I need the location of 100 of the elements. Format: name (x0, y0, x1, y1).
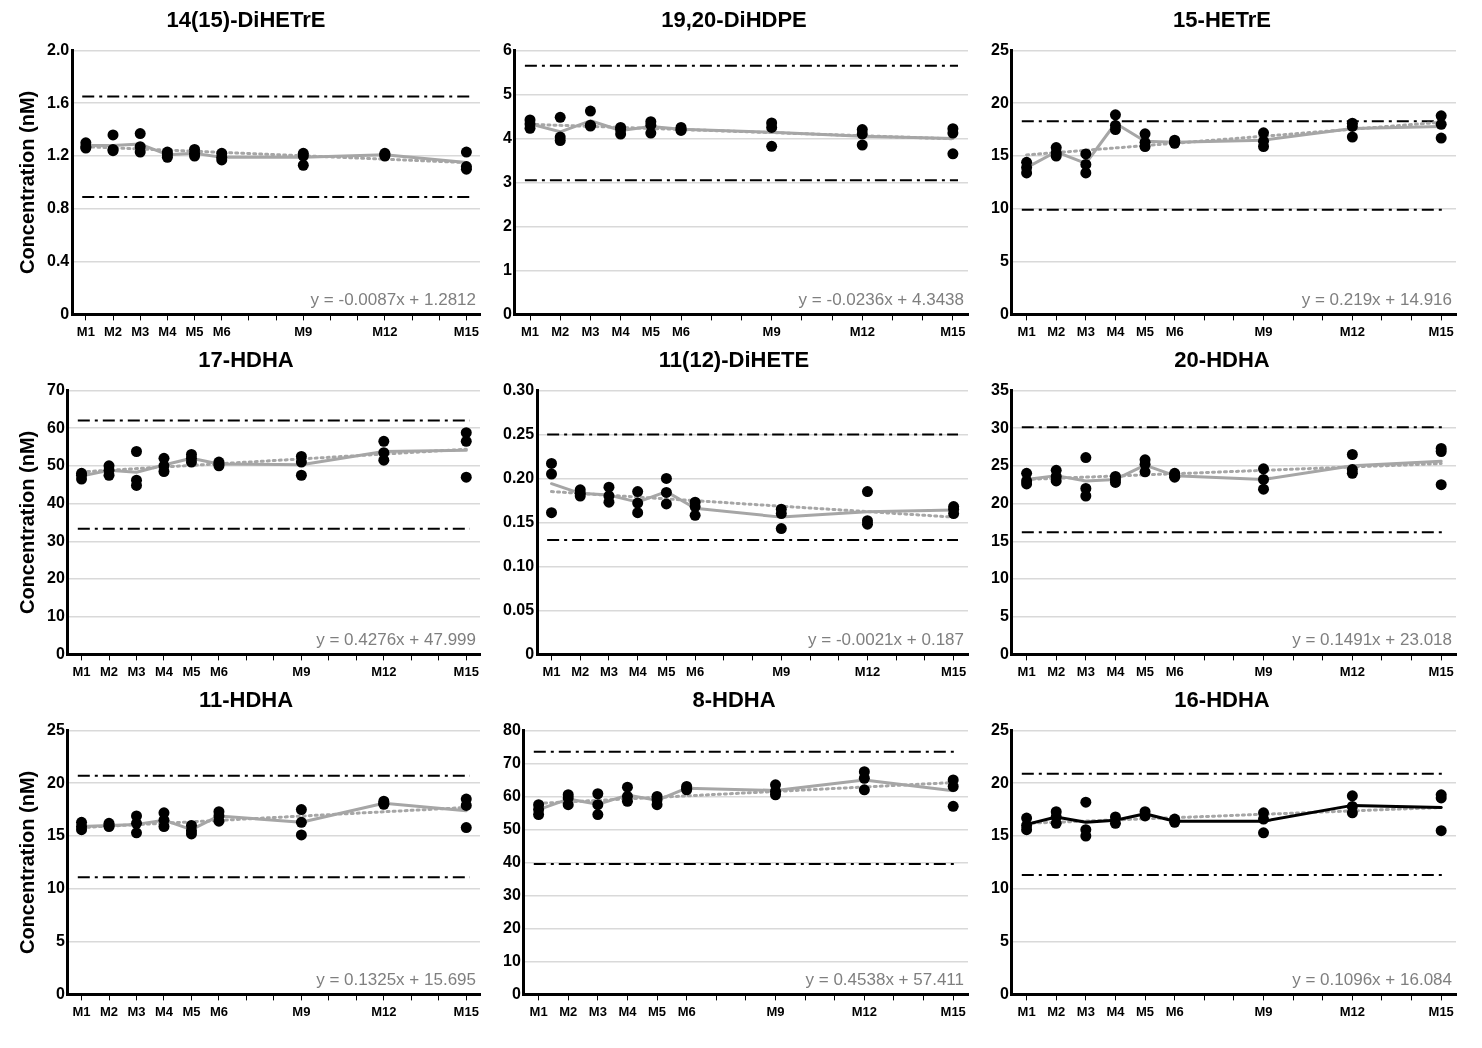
x-tick-label: M3 (131, 323, 150, 339)
x-tick-label: M9 (1254, 663, 1273, 679)
x-tick-label: M15 (1428, 663, 1454, 679)
x-tick-label: M9 (1254, 1003, 1273, 1019)
y-tick-label: 25 (991, 720, 1009, 738)
y-tick-label: 0.4 (46, 252, 70, 270)
y-tick-label: 20 (991, 93, 1009, 111)
x-tick-label: M4 (618, 1003, 638, 1019)
x-tick-label: M3 (127, 663, 146, 679)
x-tick-label: M6 (209, 663, 228, 679)
x-tick-label: M2 (99, 1003, 119, 1019)
x-tick-label: M2 (1047, 1003, 1066, 1019)
x-tick-label: M12 (854, 663, 881, 679)
x-tick-label: M12 (1339, 663, 1365, 679)
x-tick-label: M3 (599, 663, 618, 679)
x-tick-label: M15 (453, 663, 479, 679)
y-tick-label: 1.6 (46, 93, 70, 111)
x-tick-label: M6 (677, 1003, 696, 1019)
annotation: y = 0.219x + 14.916 (1301, 289, 1452, 309)
x-tick-label: M4 (1106, 323, 1126, 339)
x-tick-label: M6 (212, 323, 231, 339)
y-tick-label: 40 (47, 493, 65, 511)
annotation: y = -0.0236x + 4.3438 (798, 289, 964, 309)
x-tick-label: M2 (103, 323, 123, 339)
x-tick-label: M3 (1076, 663, 1095, 679)
y-tick-label: 70 (47, 380, 65, 398)
x-tick-label: M6 (1165, 663, 1184, 679)
chart-title: 20-HDHA (1174, 347, 1270, 373)
y-tick-label: 0.8 (46, 199, 70, 217)
x-tick-label: M12 (849, 323, 875, 339)
y-tick-label: 20 (47, 569, 65, 587)
y-tick-label: 0.25 (503, 424, 535, 442)
chart-title: 11-HDHA (198, 687, 294, 713)
x-tick-label: M4 (1106, 663, 1126, 679)
y-tick-label: 0.05 (503, 600, 535, 618)
x-tick-label: M15 (940, 663, 967, 679)
x-tick-label: M9 (1254, 323, 1273, 339)
x-tick-label: M1 (72, 663, 91, 679)
y-tick-label: 0 (60, 304, 70, 322)
y-tick-label: 10 (503, 951, 521, 969)
chart-title: 19,20-DiHDPE (661, 7, 807, 33)
x-tick-label: M1 (72, 1003, 91, 1019)
x-tick-label: M15 (1428, 1003, 1454, 1019)
y-tick-label: 10 (47, 607, 65, 625)
x-tick-label: M5 (182, 1003, 201, 1019)
y-tick-label: 10 (47, 879, 65, 897)
y-tick-label: 1.2 (46, 146, 70, 164)
x-tick-label: M9 (766, 1003, 785, 1019)
y-tick-label: 15 (991, 826, 1009, 844)
x-tick-label: M9 (292, 1003, 311, 1019)
y-tick-label: 50 (503, 819, 521, 837)
chart-title: 15-HETrE (1173, 7, 1271, 33)
y-tick-label: 30 (47, 531, 65, 549)
x-tick-label: M3 (1076, 1003, 1095, 1019)
y-tick-label: 15 (991, 146, 1009, 164)
x-tick-label: M5 (1136, 323, 1155, 339)
y-tick-label: 4 (502, 128, 512, 146)
x-tick-label: M2 (1047, 323, 1066, 339)
y-tick-label: 5 (55, 932, 65, 950)
annotation: y = 0.4538x + 57.411 (805, 969, 964, 989)
x-tick-label: M6 (1165, 323, 1184, 339)
x-tick-label: M5 (185, 323, 204, 339)
x-tick-label: M5 (657, 663, 676, 679)
y-tick-label: 2.0 (46, 40, 70, 58)
y-axis-title: Concentration (nM) (15, 430, 38, 615)
y-tick-label: 1 (502, 260, 512, 278)
x-tick-label: M4 (1106, 1003, 1126, 1019)
y-tick-label: 25 (47, 720, 65, 738)
x-tick-label: M5 (641, 323, 660, 339)
y-tick-label: 70 (503, 753, 521, 771)
x-tick-label: M2 (99, 663, 119, 679)
x-tick-label: M6 (209, 1003, 228, 1019)
y-tick-label: 20 (47, 773, 65, 791)
y-tick-label: 60 (47, 418, 65, 436)
y-tick-label: 3 (502, 172, 512, 190)
x-tick-label: M12 (371, 663, 397, 679)
x-tick-label: M12 (372, 323, 398, 339)
x-tick-label: M3 (588, 1003, 607, 1019)
chart-title: 17-HDHA (198, 347, 294, 373)
x-tick-label: M3 (127, 1003, 146, 1019)
y-tick-label: 60 (503, 786, 521, 804)
y-axis-title: Concentration (nM) (15, 90, 38, 275)
annotation: y = 0.1325x + 15.695 (316, 969, 476, 989)
chart-title: 8-HDHA (692, 687, 776, 713)
x-tick-label: M4 (628, 663, 648, 679)
y-tick-label: 30 (991, 418, 1009, 436)
x-tick-label: M1 (520, 323, 540, 339)
x-tick-label: M4 (154, 1003, 174, 1019)
x-tick-label: M2 (1047, 663, 1066, 679)
annotation: y = -0.0087x + 1.2812 (310, 289, 476, 309)
y-tick-label: 25 (991, 456, 1009, 474)
y-tick-label: 5 (999, 607, 1009, 625)
x-tick-label: M1 (1017, 663, 1036, 679)
x-tick-label: M3 (581, 323, 600, 339)
x-tick-label: M5 (182, 663, 201, 679)
x-tick-label: M4 (611, 323, 631, 339)
x-tick-label: M1 (76, 323, 95, 339)
x-tick-label: M1 (529, 1003, 548, 1019)
y-tick-label: 0 (525, 644, 535, 662)
y-tick-label: 80 (503, 720, 521, 738)
